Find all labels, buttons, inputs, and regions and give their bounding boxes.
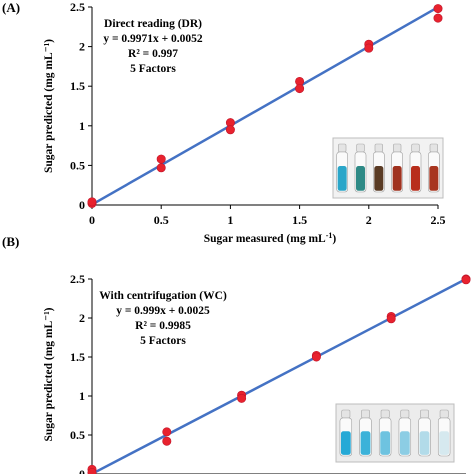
data-point: [162, 427, 172, 437]
data-point: [364, 43, 374, 53]
y-tick-label: 2.5: [70, 0, 85, 14]
y-tick-label: 1: [79, 389, 85, 403]
vial-liquid: [337, 166, 347, 191]
vial-liquid: [429, 166, 439, 191]
data-point: [225, 125, 235, 135]
panel-label: (B): [2, 234, 19, 249]
x-tick-label: 1.5: [292, 213, 307, 227]
annotation-line: R² = 0.9985: [135, 320, 191, 332]
data-point: [386, 314, 396, 324]
x-tick-label: 1: [227, 213, 233, 227]
fit-line: [91, 6, 439, 206]
data-point: [461, 275, 471, 285]
x-tick-label: 0.5: [154, 213, 169, 227]
vial-cap: [429, 143, 438, 153]
data-point: [433, 13, 443, 23]
vial-liquid: [439, 431, 450, 455]
panel-label: (A): [2, 0, 20, 15]
vial-cap: [341, 409, 351, 419]
data-point: [87, 197, 97, 207]
y-tick-label: 1.5: [70, 350, 85, 364]
data-point: [237, 393, 247, 403]
annotation-line: Direct reading (DR): [104, 18, 202, 30]
x-tick-label: 2: [366, 213, 372, 227]
vial-liquid: [356, 166, 365, 191]
annotation-line: 5 Factors: [140, 335, 186, 347]
y-tick-label: 1.5: [70, 79, 85, 93]
annotation-line: 5 Factors: [130, 63, 176, 75]
y-tick-label: 2.5: [70, 272, 85, 286]
y-tick-label: 0: [79, 467, 85, 474]
y-tick-label: 0.5: [70, 158, 85, 172]
x-tick-label: 2.5: [431, 213, 446, 227]
data-point: [295, 84, 305, 94]
vial-cap: [380, 409, 390, 419]
vial-liquid: [419, 431, 430, 455]
annotation-line: y = 0.9971x + 0.0052: [103, 33, 203, 45]
inset-photo: [335, 403, 455, 463]
y-tick-label: 1: [79, 119, 85, 133]
vial-cap: [393, 143, 402, 153]
vial-liquid: [399, 431, 410, 455]
vial-cap: [338, 143, 347, 153]
annotation-line: With centrifugation (WC): [99, 290, 227, 302]
vial-liquid: [392, 166, 402, 191]
vial-cap: [439, 409, 449, 419]
y-tick-label: 2: [79, 311, 85, 325]
data-point: [162, 436, 172, 446]
data-point: [311, 352, 321, 362]
data-point: [87, 467, 97, 474]
vial-liquid: [360, 431, 371, 455]
vial-liquid: [340, 431, 351, 455]
vial-liquid: [374, 166, 384, 191]
vial-cap: [361, 409, 370, 419]
data-point: [156, 154, 166, 164]
vial-cap: [400, 409, 410, 419]
vial-cap: [411, 143, 420, 153]
y-tick-label: 0.5: [70, 428, 85, 442]
vial-cap: [356, 143, 365, 153]
y-tick-label: 0: [79, 198, 85, 212]
data-point: [433, 4, 443, 14]
annotation-line: R² = 0.997: [128, 48, 178, 60]
fit-line: [91, 277, 467, 474]
x-tick-label: 0: [89, 213, 95, 227]
data-point: [156, 163, 166, 173]
x-axis-title: Sugar measured (mg mL-1): [204, 231, 337, 245]
y-axis-title: Sugar predicted (mg mL⁻¹): [43, 39, 55, 173]
inset-photo: [332, 137, 444, 199]
annotation-line: y = 0.999x + 0.0025: [116, 305, 210, 317]
vial-cap: [420, 409, 429, 419]
vial-cap: [374, 143, 383, 153]
vial-liquid: [411, 166, 420, 191]
y-axis-title: Sugar predicted (mg mL⁻¹): [43, 307, 55, 441]
vial-liquid: [380, 431, 391, 455]
y-tick-label: 2: [79, 40, 85, 54]
